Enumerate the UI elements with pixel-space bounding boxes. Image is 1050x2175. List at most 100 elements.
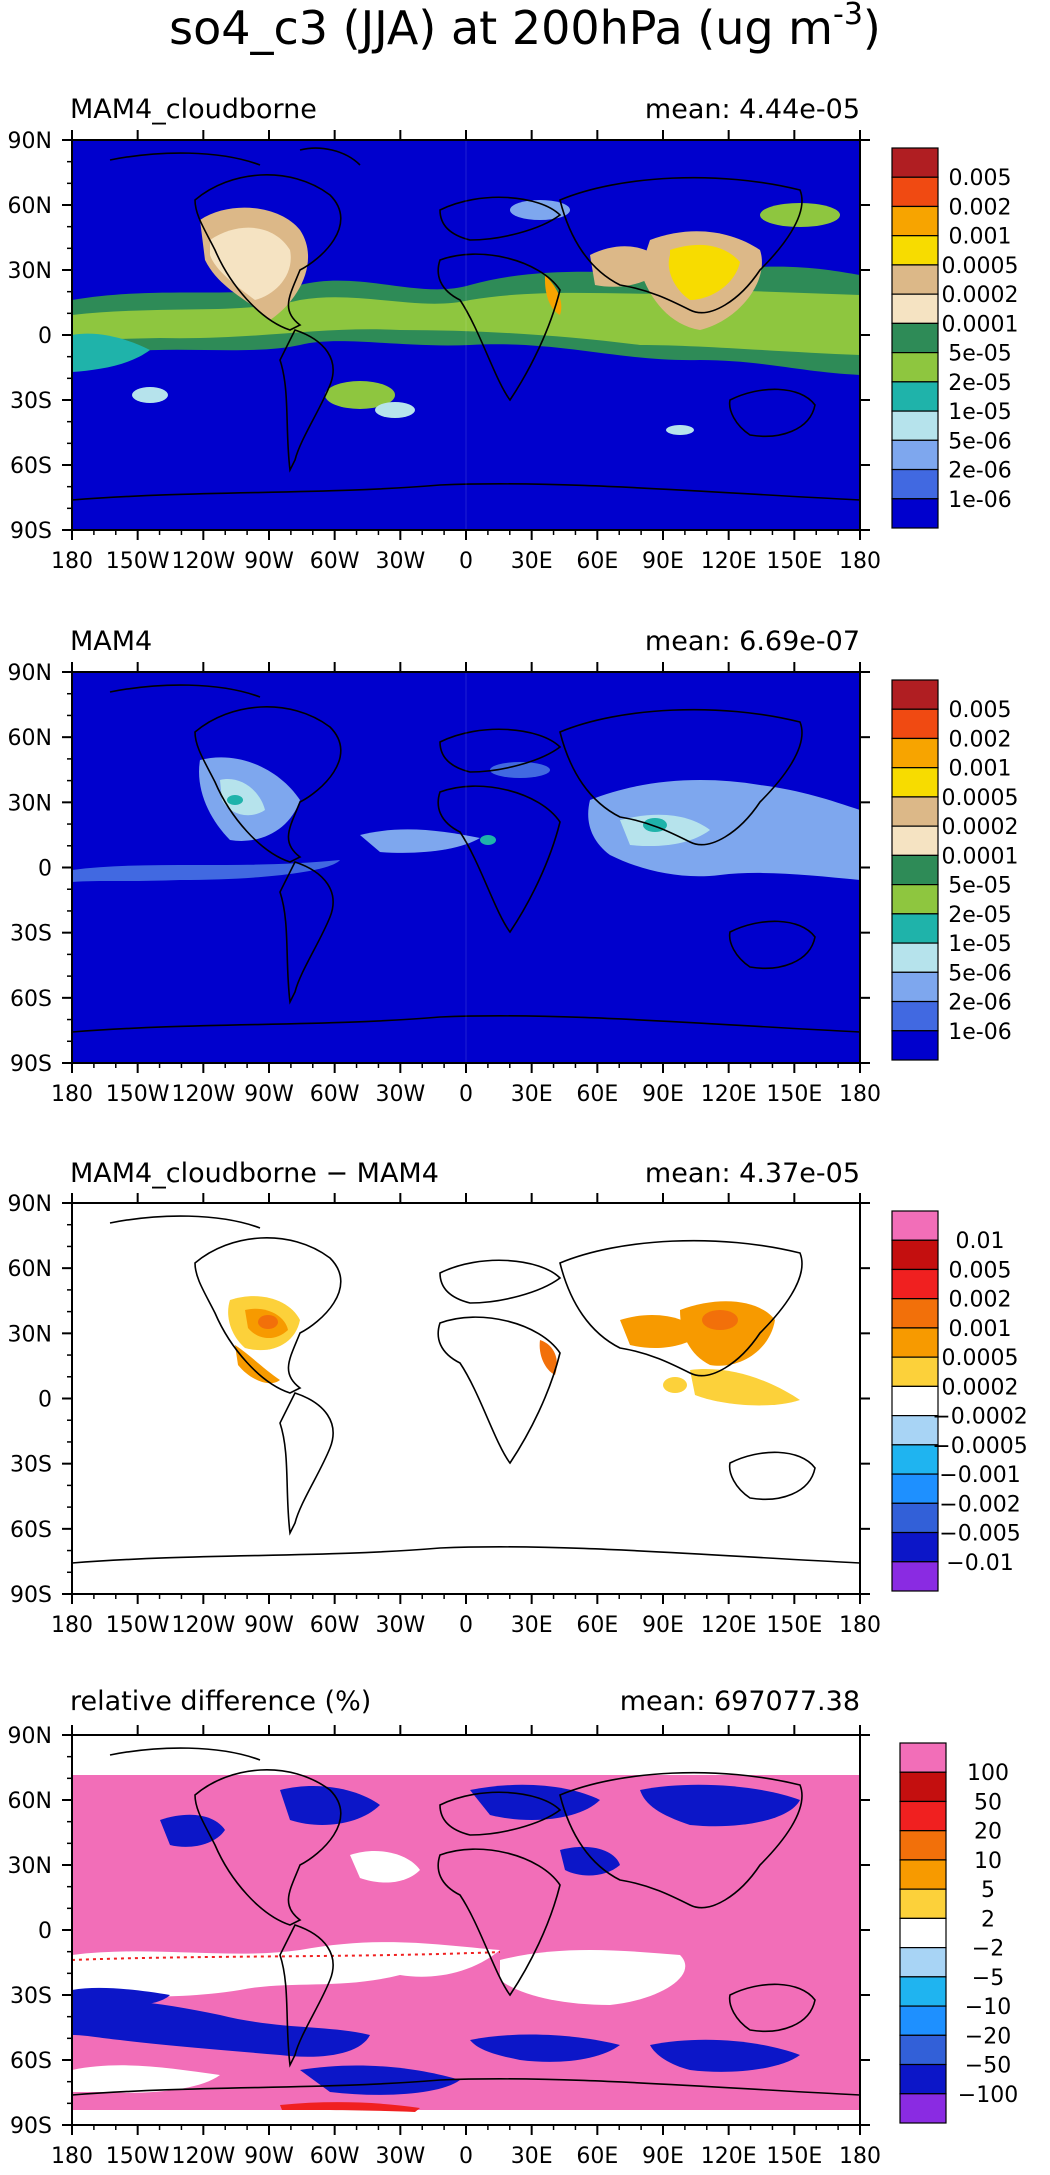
x-tick-label: 90E xyxy=(642,549,684,574)
colorbar-label: −0.002 xyxy=(939,1492,1020,1517)
x-tick-label: 150E xyxy=(766,1613,822,1638)
colorbar-swatch xyxy=(891,1473,939,1504)
colorbar-swatch xyxy=(899,1742,947,1773)
x-tick-label: 180 xyxy=(839,549,881,574)
colorbar-swatch xyxy=(899,2063,947,2095)
panel-title: relative difference (%) xyxy=(70,1686,371,1717)
coastlines xyxy=(72,147,860,501)
colorbar-label: 1e-06 xyxy=(948,488,1011,513)
colorbar-label: −0.001 xyxy=(939,1463,1020,1488)
colorbar-swatch xyxy=(891,767,939,798)
colorbar-label: 2e-06 xyxy=(948,991,1011,1016)
y-tick-label: 90S xyxy=(10,1052,52,1077)
panel-title: MAM4_cloudborne xyxy=(70,94,317,125)
colorbar-label: 1e-06 xyxy=(948,1020,1011,1045)
colorbar-label: −0.0005 xyxy=(932,1434,1027,1459)
y-tick-label: 90N xyxy=(8,1724,52,1749)
colorbar-label: −2 xyxy=(972,1937,1004,1962)
x-tick-label: 120W xyxy=(171,1613,235,1638)
x-tick-label: 120E xyxy=(701,1082,757,1107)
colorbar: 0.005 0.002 0.001 0.0005 0.0002 0.0001 5e-05 2e… xyxy=(891,679,1019,1061)
y-tick-label: 60N xyxy=(8,726,52,751)
colorbar-swatch xyxy=(891,352,939,383)
y-tick-label: 0 xyxy=(38,857,52,882)
colorbar-label: 0.001 xyxy=(949,225,1012,250)
colorbar-swatch xyxy=(891,1268,939,1300)
colorbar-swatch xyxy=(891,737,939,769)
y-axis-ticks: 90N 60N 30N 0 30S 60S 90S xyxy=(8,1724,870,2139)
colorbar-label: 0.002 xyxy=(949,727,1012,752)
colorbar-label: 0.0001 xyxy=(942,312,1019,337)
colorbar-swatch xyxy=(899,1947,947,1978)
map-plot-area xyxy=(72,1203,860,1594)
x-tick-label: 90W xyxy=(244,549,294,574)
x-tick-label: 180 xyxy=(51,549,93,574)
colorbar-label: 0.0005 xyxy=(942,254,1019,279)
panel-mean: mean: 6.69e-07 xyxy=(645,626,860,657)
y-tick-label: 30N xyxy=(8,1322,52,1347)
colorbar-swatch xyxy=(891,468,939,500)
colorbar-swatch xyxy=(891,235,939,266)
x-tick-label: 150E xyxy=(766,549,822,574)
colorbar-swatch xyxy=(891,147,939,178)
x-tick-label: 150W xyxy=(106,1613,170,1638)
colorbar-label: 10 xyxy=(974,1849,1002,1874)
y-tick-label: 60S xyxy=(10,1518,52,1543)
colorbar-label: 0.005 xyxy=(949,166,1012,191)
colorbar: 0.005 0.002 0.001 0.0005 0.0002 0.0001 5e-05 2e… xyxy=(891,147,1019,529)
y-tick-label: 90N xyxy=(8,1192,52,1217)
y-tick-label: 60S xyxy=(10,454,52,479)
panel-1: MAM4 mean: 6.69e-07 xyxy=(8,626,1019,1107)
y-axis-ticks: 90N 60N 30N 0 30S 60S 90S xyxy=(8,1192,870,1608)
colorbar-swatch xyxy=(891,1415,939,1446)
x-tick-label: 90E xyxy=(642,2144,684,2169)
colorbar-swatch xyxy=(891,1327,939,1358)
y-tick-label: 0 xyxy=(38,1919,52,1944)
colorbar: 100 50 20 10 5 2 −2 −5 −10 −20 −50 −100 xyxy=(899,1742,1018,2124)
x-axis-ticks: 180 150W 120W 90W 60W 30W 0 30E 60E 90E 120E 150E 18… xyxy=(51,662,881,1107)
x-tick-label: 180 xyxy=(51,2144,93,2169)
colorbar-swatch xyxy=(891,322,939,354)
colorbar-swatch xyxy=(891,1502,939,1534)
colorbar-label: 2e-06 xyxy=(948,459,1011,484)
panel-mean: mean: 697077.38 xyxy=(620,1686,860,1717)
colorbar-swatch xyxy=(899,1771,947,1803)
map-plot-area xyxy=(72,672,860,1063)
x-tick-label: 60E xyxy=(576,1082,618,1107)
y-tick-label: 30S xyxy=(10,389,52,414)
figure-title: so4_c3 (JJA) at 200hPa (ug m-3) xyxy=(169,0,881,55)
colorbar-swatch xyxy=(891,1000,939,1032)
x-tick-label: 0 xyxy=(459,1082,473,1107)
colorbar-label: 0.0002 xyxy=(942,815,1019,840)
colorbar-swatch xyxy=(891,293,939,324)
colorbar-label: 5e-06 xyxy=(948,429,1011,454)
colorbar-swatch xyxy=(891,1030,939,1061)
x-tick-label: 120W xyxy=(171,1082,235,1107)
x-tick-label: 180 xyxy=(839,2144,881,2169)
colorbar-swatch xyxy=(899,1888,947,1919)
colorbar: 0.01 0.005 0.002 0.001 0.0005 0.0002 −0.0002 −0… xyxy=(891,1210,1028,1592)
x-tick-label: 150E xyxy=(766,2144,822,2169)
colorbar-swatch xyxy=(891,1356,939,1387)
colorbar-swatch xyxy=(891,1531,939,1563)
x-tick-label: 30W xyxy=(375,1082,425,1107)
colorbar-label: −5 xyxy=(972,1966,1004,1991)
x-tick-label: 30W xyxy=(375,1613,425,1638)
colorbar-label: 0.0005 xyxy=(942,1346,1019,1371)
x-tick-label: 30W xyxy=(375,2144,425,2169)
x-tick-label: 120E xyxy=(701,2144,757,2169)
x-tick-label: 180 xyxy=(51,1613,93,1638)
colorbar-label: 2 xyxy=(981,1907,995,1932)
x-tick-label: 150W xyxy=(106,2144,170,2169)
panel-mean: mean: 4.44e-05 xyxy=(645,94,860,125)
colorbar-swatch xyxy=(891,942,939,973)
x-tick-label: 90W xyxy=(244,1082,294,1107)
colorbar-swatch xyxy=(891,205,939,237)
colorbar-label: 5e-06 xyxy=(948,961,1011,986)
y-tick-label: 90S xyxy=(10,519,52,544)
colorbar-label: 2e-05 xyxy=(948,371,1011,396)
y-axis-ticks: 90N 60N 30N 0 30S 60S 90S xyxy=(8,661,870,1077)
y-axis-ticks: 90N 60N 30N 0 30S 60S 90S xyxy=(8,129,870,544)
colorbar-swatch xyxy=(891,679,939,710)
colorbar-swatch xyxy=(899,1859,947,1890)
